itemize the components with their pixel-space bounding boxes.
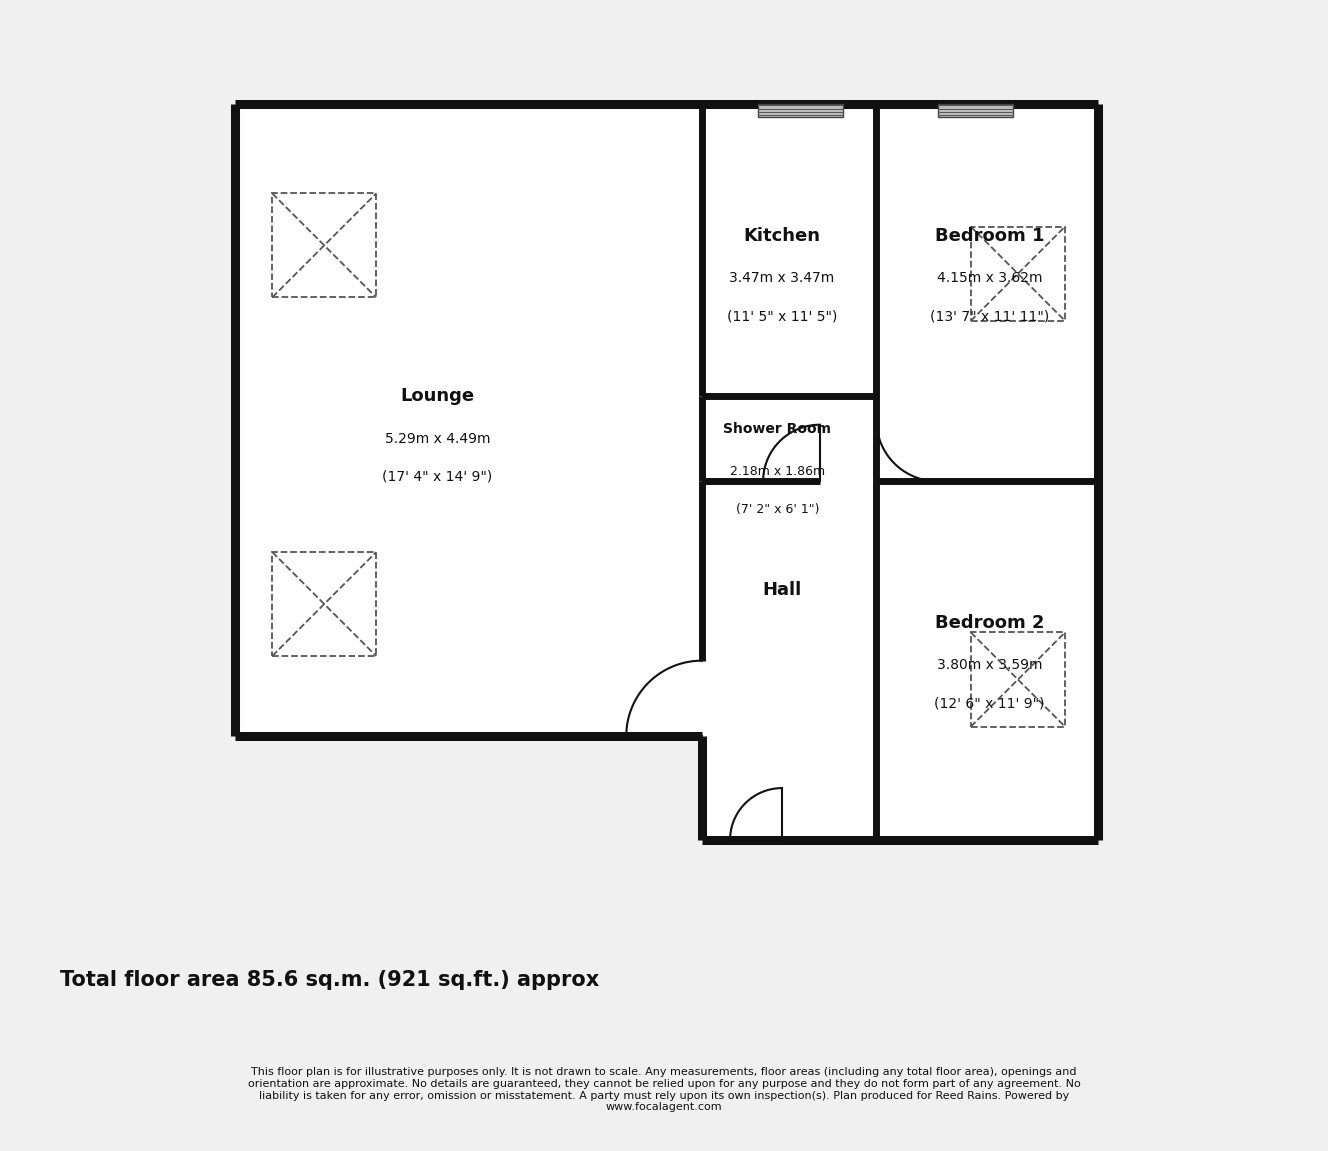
Polygon shape [235, 104, 1098, 840]
Text: 5.29m x 4.49m: 5.29m x 4.49m [385, 432, 490, 445]
Text: (17' 4" x 14' 9"): (17' 4" x 14' 9") [382, 470, 493, 483]
Text: 3.47m x 3.47m: 3.47m x 3.47m [729, 272, 834, 285]
Bar [971, 632, 1065, 726]
Bar [758, 104, 843, 117]
Text: (13' 7" x 11' 11"): (13' 7" x 11' 11") [930, 310, 1049, 323]
Text: Bedroom 1: Bedroom 1 [935, 227, 1044, 245]
Text: 3.80m x 3.59m: 3.80m x 3.59m [936, 658, 1042, 672]
Bar [971, 227, 1065, 321]
Text: (11' 5" x 11' 5"): (11' 5" x 11' 5") [726, 310, 837, 323]
Bar [272, 193, 376, 297]
Text: 2.18m x 1.86m: 2.18m x 1.86m [729, 465, 825, 479]
Text: (7' 2" x 6' 1"): (7' 2" x 6' 1") [736, 503, 819, 516]
Text: Kitchen: Kitchen [744, 227, 821, 245]
Text: Shower Room: Shower Room [724, 422, 831, 436]
Text: Total floor area 85.6 sq.m. (921 sq.ft.) approx: Total floor area 85.6 sq.m. (921 sq.ft.)… [60, 970, 599, 990]
Text: Lounge: Lounge [401, 388, 474, 405]
Text: 4.15m x 3.62m: 4.15m x 3.62m [936, 272, 1042, 285]
Text: Bedroom 2: Bedroom 2 [935, 613, 1044, 632]
Bar [272, 552, 376, 656]
Text: Hall: Hall [762, 581, 802, 599]
Text: This floor plan is for illustrative purposes only. It is not drawn to scale. Any: This floor plan is for illustrative purp… [247, 1067, 1081, 1112]
Bar [938, 104, 1013, 117]
Text: (12' 6" x 11' 9"): (12' 6" x 11' 9") [935, 696, 1045, 710]
